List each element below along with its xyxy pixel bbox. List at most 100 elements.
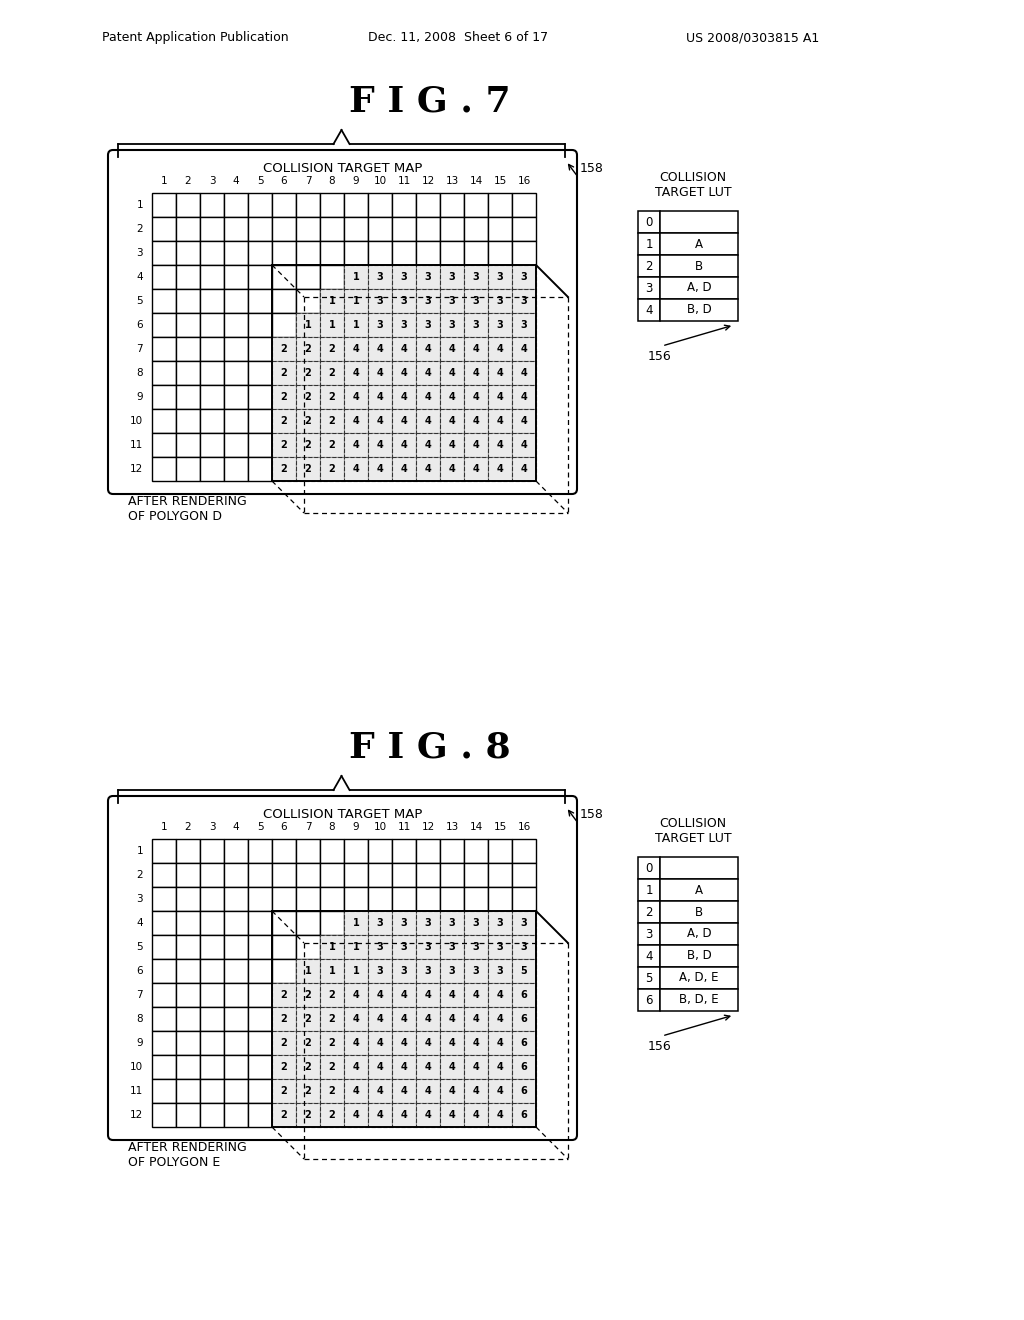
Bar xyxy=(272,193,296,216)
Text: 2: 2 xyxy=(329,990,336,1001)
Bar xyxy=(344,863,368,887)
Bar xyxy=(440,840,464,863)
Text: 3: 3 xyxy=(449,272,456,282)
Bar xyxy=(512,983,536,1007)
Text: 1: 1 xyxy=(161,822,167,832)
Bar xyxy=(344,242,368,265)
Bar xyxy=(464,935,488,960)
Text: 2: 2 xyxy=(645,906,652,919)
Text: 4: 4 xyxy=(400,368,408,378)
Text: 3: 3 xyxy=(400,296,408,306)
Text: 4: 4 xyxy=(400,392,408,403)
Text: 3: 3 xyxy=(497,296,504,306)
Bar xyxy=(344,840,368,863)
Bar xyxy=(512,265,536,289)
Bar xyxy=(296,457,319,480)
Bar xyxy=(488,1104,512,1127)
Text: AFTER RENDERING
OF POLYGON D: AFTER RENDERING OF POLYGON D xyxy=(128,495,247,523)
Bar xyxy=(344,433,368,457)
Bar xyxy=(488,313,512,337)
Text: 4: 4 xyxy=(473,416,479,426)
Text: 6: 6 xyxy=(520,1110,527,1119)
Bar xyxy=(392,1031,416,1055)
Bar xyxy=(392,1007,416,1031)
Text: 2: 2 xyxy=(304,1086,311,1096)
Bar xyxy=(152,960,176,983)
Bar xyxy=(488,1078,512,1104)
Text: 2: 2 xyxy=(329,440,336,450)
Text: 4: 4 xyxy=(425,1110,431,1119)
Bar xyxy=(464,983,488,1007)
Bar xyxy=(464,840,488,863)
Bar xyxy=(152,409,176,433)
Text: 2: 2 xyxy=(304,990,311,1001)
Bar xyxy=(344,360,368,385)
Text: 3: 3 xyxy=(473,966,479,975)
Bar xyxy=(464,911,488,935)
Bar xyxy=(488,193,512,216)
Text: 4: 4 xyxy=(497,465,504,474)
Text: 6: 6 xyxy=(520,990,527,1001)
Text: AFTER RENDERING
OF POLYGON E: AFTER RENDERING OF POLYGON E xyxy=(128,1140,247,1170)
Text: 1: 1 xyxy=(304,319,311,330)
Text: 2: 2 xyxy=(304,1063,311,1072)
Bar xyxy=(152,313,176,337)
Bar xyxy=(296,1007,319,1031)
Bar xyxy=(416,193,440,216)
Text: A, D: A, D xyxy=(687,928,712,940)
Text: 4: 4 xyxy=(449,990,456,1001)
Text: F I G . 7: F I G . 7 xyxy=(349,84,511,119)
Bar xyxy=(296,887,319,911)
Text: 4: 4 xyxy=(425,392,431,403)
Bar xyxy=(464,242,488,265)
Bar xyxy=(660,945,738,968)
Bar xyxy=(512,433,536,457)
Text: 7: 7 xyxy=(136,990,143,1001)
Bar xyxy=(224,887,248,911)
Bar xyxy=(440,216,464,242)
Bar xyxy=(344,960,368,983)
Bar xyxy=(368,911,392,935)
Text: 3: 3 xyxy=(497,917,504,928)
Bar xyxy=(638,989,660,1011)
Text: 3: 3 xyxy=(645,281,652,294)
Bar xyxy=(319,433,344,457)
Bar xyxy=(440,983,464,1007)
Bar xyxy=(319,265,344,289)
Bar xyxy=(464,265,488,289)
Bar xyxy=(224,265,248,289)
Bar xyxy=(488,1031,512,1055)
Text: A: A xyxy=(695,238,703,251)
Bar xyxy=(272,1078,296,1104)
Text: 2: 2 xyxy=(281,440,288,450)
Text: 10: 10 xyxy=(130,416,143,426)
Text: 4: 4 xyxy=(377,440,383,450)
Text: 4: 4 xyxy=(400,990,408,1001)
Bar xyxy=(368,887,392,911)
Bar xyxy=(392,385,416,409)
Bar xyxy=(512,242,536,265)
Bar xyxy=(344,193,368,216)
Bar xyxy=(440,1007,464,1031)
Bar xyxy=(368,433,392,457)
Bar xyxy=(512,360,536,385)
Bar xyxy=(344,457,368,480)
Text: 8: 8 xyxy=(136,1014,143,1024)
Text: 158: 158 xyxy=(580,162,604,176)
Bar xyxy=(464,1007,488,1031)
Bar xyxy=(344,385,368,409)
Bar xyxy=(152,1007,176,1031)
Bar xyxy=(368,840,392,863)
Bar xyxy=(319,960,344,983)
Bar xyxy=(248,863,272,887)
Bar xyxy=(368,935,392,960)
Bar xyxy=(296,409,319,433)
Bar xyxy=(296,385,319,409)
Text: 4: 4 xyxy=(400,416,408,426)
Text: 4: 4 xyxy=(425,1014,431,1024)
Bar xyxy=(488,265,512,289)
Text: 2: 2 xyxy=(329,392,336,403)
Bar xyxy=(176,193,200,216)
Text: 5: 5 xyxy=(645,972,652,985)
Text: 2: 2 xyxy=(281,368,288,378)
